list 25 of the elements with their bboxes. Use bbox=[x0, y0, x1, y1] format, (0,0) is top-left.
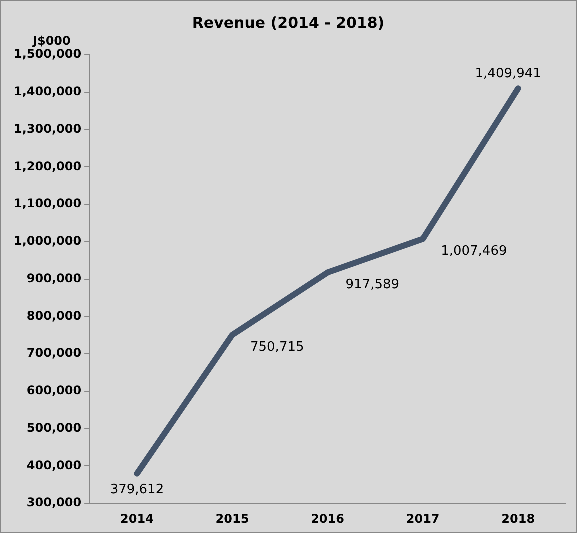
x-tick-label: 2017 bbox=[406, 512, 440, 526]
y-tick-label: 900,000 bbox=[26, 271, 82, 286]
y-tick-label: 1,400,000 bbox=[14, 84, 82, 99]
x-tick-label: 2018 bbox=[502, 512, 536, 526]
chart-title: Revenue (2014 - 2018) bbox=[192, 14, 385, 32]
y-tick-label: 300,000 bbox=[26, 496, 82, 510]
y-axis-title: J$000 bbox=[32, 34, 71, 48]
y-tick-label: 500,000 bbox=[26, 420, 82, 435]
y-tick-label: 1,300,000 bbox=[14, 122, 82, 136]
y-tick-label: 600,000 bbox=[26, 384, 82, 398]
y-tick-label: 800,000 bbox=[26, 308, 82, 323]
y-tick-label: 1,100,000 bbox=[14, 196, 82, 211]
y-tick-label: 1,000,000 bbox=[14, 234, 82, 248]
y-tick-label: 700,000 bbox=[26, 346, 82, 360]
x-tick-label: 2014 bbox=[120, 512, 154, 526]
y-tick-label: 1,500,000 bbox=[14, 47, 82, 62]
x-tick-label: 2016 bbox=[311, 512, 344, 526]
x-tick-label: 2015 bbox=[216, 512, 250, 526]
data-label: 379,612 bbox=[110, 482, 164, 498]
data-label: 1,409,941 bbox=[475, 66, 542, 82]
y-tick-label: 1,200,000 bbox=[14, 159, 82, 174]
y-tick-label: 400,000 bbox=[26, 458, 82, 472]
data-label: 750,715 bbox=[250, 340, 304, 355]
data-label: 917,589 bbox=[346, 278, 400, 293]
data-label: 1,007,469 bbox=[441, 244, 508, 259]
